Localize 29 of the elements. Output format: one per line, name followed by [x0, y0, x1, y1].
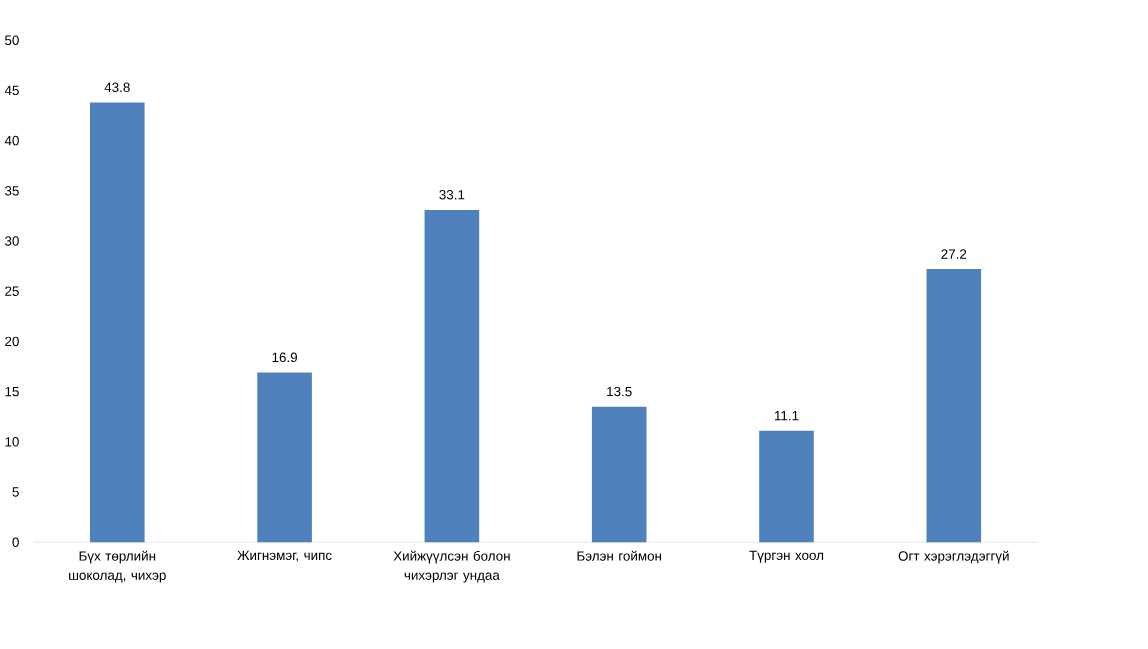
y-tick-label: 10 — [5, 437, 19, 447]
y-tick-label: 50 — [5, 35, 19, 46]
y-tick-label: 0 — [12, 537, 19, 548]
x-tick-label: Бэлэн гоймон — [577, 550, 662, 561]
bar — [926, 269, 982, 543]
bar — [591, 406, 647, 543]
data-label: 16.9 — [272, 352, 298, 363]
x-tick-label: Бүх төрлийн шоколад, чихэр — [69, 550, 166, 583]
data-label: 13.5 — [607, 386, 632, 397]
data-label: 27.2 — [941, 249, 967, 259]
y-tick-label: 5 — [12, 487, 19, 497]
x-tick-label: Огт хэрэглэдэггүй — [898, 550, 1009, 564]
bar — [424, 210, 480, 543]
x-tick-label: Жигнэмэг, чипс — [237, 550, 332, 562]
x-tick-label: Хийжүүлсэн болон чихэрлэг ундаа — [393, 550, 510, 583]
bar — [257, 372, 312, 543]
y-tick-label: 30 — [4, 236, 19, 247]
y-tick-label: 40 — [4, 136, 19, 146]
y-tick-label: 20 — [5, 336, 19, 347]
data-label: 11.1 — [774, 411, 799, 421]
data-label: 33.1 — [439, 190, 465, 200]
x-tick-label: Түргэн хоол — [749, 550, 824, 563]
y-tick-label: 35 — [4, 186, 19, 196]
y-tick-label: 15 — [5, 387, 19, 397]
bar — [89, 102, 145, 543]
bar — [759, 430, 814, 543]
data-label: 43.8 — [104, 82, 130, 93]
y-tick-label: 25 — [5, 286, 19, 297]
y-tick-label: 45 — [4, 86, 19, 96]
